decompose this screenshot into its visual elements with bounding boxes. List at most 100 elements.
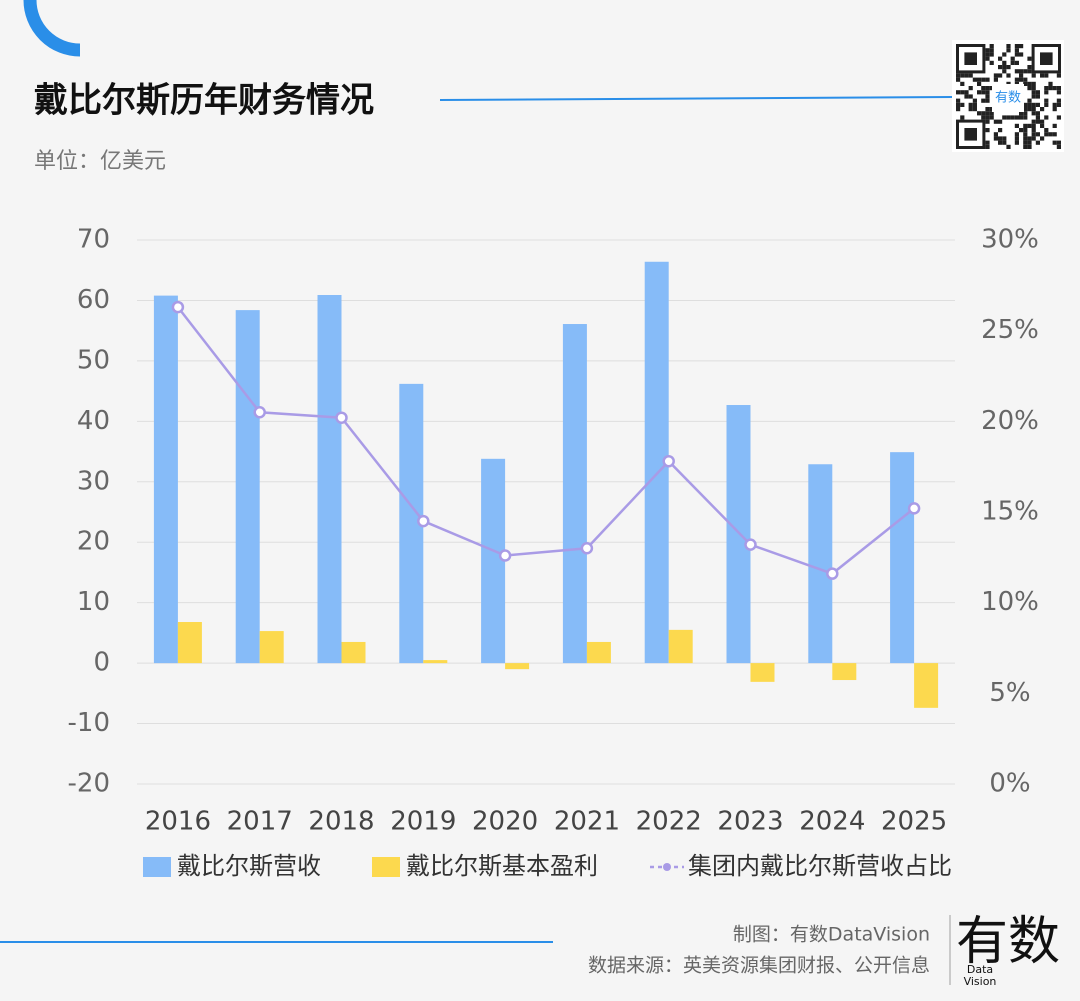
chart-title: 戴比尔斯历年财务情况 <box>34 81 374 121</box>
qr-module <box>1056 115 1061 120</box>
qr-module <box>1040 119 1045 124</box>
qr-module <box>985 56 990 61</box>
bar <box>341 641 366 664</box>
qr-module <box>989 48 994 53</box>
logo-sub: Vision <box>964 975 997 988</box>
bar <box>423 660 448 664</box>
qr-module <box>1052 123 1057 128</box>
qr-module <box>1056 86 1061 91</box>
qr-center <box>992 84 1024 112</box>
qr-module <box>1035 115 1040 120</box>
line-point <box>253 406 266 419</box>
logo: 有数 <box>956 912 1060 972</box>
qr-module <box>1056 144 1061 149</box>
qr-module <box>1044 102 1049 107</box>
qr-module <box>964 90 969 95</box>
qr-code: 有数 <box>952 40 1064 152</box>
qr-module <box>989 111 994 116</box>
qr-module <box>1023 132 1028 137</box>
qr-module <box>989 60 994 65</box>
bar <box>832 663 857 681</box>
qr-module <box>1027 144 1032 149</box>
x-tick-label: 2022 <box>636 807 702 837</box>
qr-module <box>1006 65 1011 70</box>
qr-module <box>1052 140 1057 145</box>
line-point <box>662 454 675 468</box>
line-point <box>335 411 348 424</box>
qr-module <box>956 102 961 107</box>
qr-module <box>1052 107 1057 112</box>
qr-module <box>989 115 994 120</box>
qr-module <box>1002 115 1007 120</box>
qr-module <box>989 52 994 57</box>
qr-module <box>960 81 965 86</box>
qr-module <box>1027 140 1032 145</box>
bar <box>668 629 693 664</box>
qr-module <box>977 81 982 86</box>
qr-module <box>1023 128 1028 133</box>
qr-module <box>1006 73 1011 78</box>
corner-accent <box>23 0 81 57</box>
qr-module <box>985 140 990 145</box>
qr-module <box>1002 69 1007 74</box>
y-tick-label: 50 <box>77 345 110 375</box>
qr-module <box>1014 60 1019 65</box>
x-tick-label: 2017 <box>227 807 293 837</box>
legend-swatch <box>143 857 171 877</box>
qr-module <box>1010 60 1015 65</box>
qr-module <box>985 94 990 99</box>
qr-module <box>1019 77 1024 82</box>
qr-module <box>956 90 961 95</box>
bar <box>750 663 775 682</box>
qr-module <box>1002 52 1007 57</box>
legend-swatch <box>663 863 671 871</box>
qr-module <box>1019 44 1024 49</box>
y-tick-label: 30 <box>77 466 110 496</box>
qr-module <box>981 86 986 91</box>
y-tick-label: -20 <box>68 769 110 799</box>
x-tick-label: 2019 <box>390 807 456 837</box>
qr-module <box>1035 94 1040 99</box>
x-tick-label: 2020 <box>472 807 538 837</box>
qr-module <box>993 77 998 82</box>
qr-label: 有数 <box>995 91 1021 106</box>
y-tick-label: -10 <box>68 708 110 738</box>
qr-module <box>1010 115 1015 120</box>
qr-finder <box>1031 44 1061 74</box>
qr-module <box>1031 111 1036 116</box>
qr-module <box>972 102 977 107</box>
bar <box>177 622 202 664</box>
qr-module <box>1052 102 1057 107</box>
qr-module <box>1019 115 1024 120</box>
line-point <box>826 567 839 580</box>
qr-module <box>993 132 998 137</box>
qr-module <box>1035 102 1040 107</box>
y2-tick-label: 10% <box>981 587 1039 617</box>
qr-module <box>1035 132 1040 137</box>
qr-module <box>1023 140 1028 145</box>
qr-module <box>1040 123 1045 128</box>
qr-finder <box>964 52 977 65</box>
source: 数据来源：英美资源集团财报、公开信息 <box>588 955 930 977</box>
qr-module <box>964 94 969 99</box>
qr-module <box>989 86 994 91</box>
qr-module <box>1014 48 1019 53</box>
qr-module <box>1048 81 1053 86</box>
qr-module <box>1056 90 1061 95</box>
qr-module <box>1031 128 1036 133</box>
line-point <box>907 502 921 515</box>
qr-module <box>1019 73 1024 78</box>
qr-module <box>1035 119 1040 124</box>
qr-finder <box>956 119 986 149</box>
qr-module <box>1006 81 1011 86</box>
subtitle: 单位：亿美元 <box>34 149 166 174</box>
qr-module <box>1023 69 1028 74</box>
qr-module <box>1040 73 1045 78</box>
qr-module <box>1006 115 1011 120</box>
legend-label: 戴比尔斯营收 <box>177 852 321 880</box>
qr-module <box>1044 86 1049 91</box>
qr-module <box>968 86 973 91</box>
qr-module <box>1027 102 1032 107</box>
qr-module <box>1006 144 1011 149</box>
qr-module <box>956 98 961 103</box>
